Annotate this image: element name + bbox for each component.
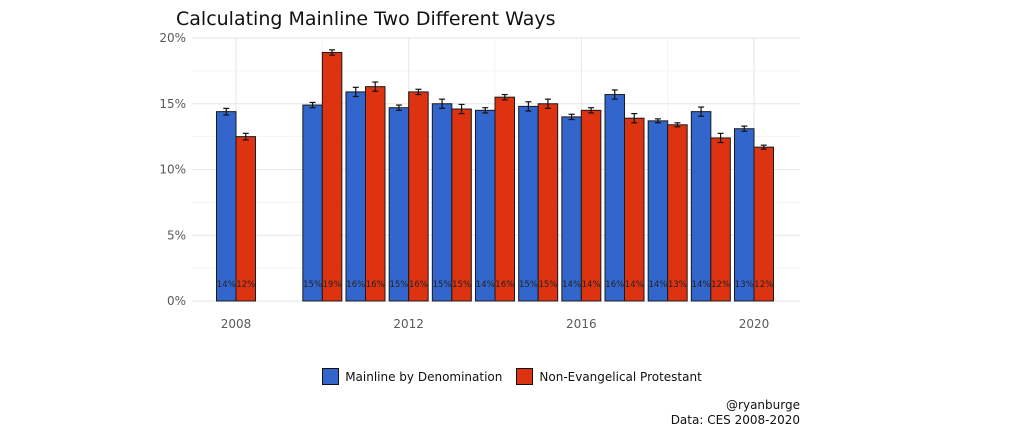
bar-non-evangelical <box>624 117 645 302</box>
legend-label-mainline: Mainline by Denomination <box>345 369 503 384</box>
bar-mainline <box>690 111 712 302</box>
bar-value-label: 15% <box>452 280 471 290</box>
bar-value-label: 13% <box>735 280 754 290</box>
legend-swatch-non-evangelical <box>516 368 534 385</box>
bar-value-label: 16% <box>366 280 385 290</box>
bar-mainline <box>518 105 539 302</box>
bar-mainline <box>604 94 625 302</box>
bar-mainline <box>475 109 496 302</box>
bar-value-label: 16% <box>605 280 624 290</box>
bar-non-evangelical <box>451 108 472 302</box>
chart-title: Calculating Mainline Two Different Ways <box>176 8 556 30</box>
bar-non-evangelical <box>753 146 774 302</box>
bar-mainline <box>734 128 755 302</box>
bar-non-evangelical <box>537 103 559 302</box>
bar-non-evangelical <box>580 109 602 302</box>
y-tick-label: 0% <box>167 294 186 308</box>
bar-non-evangelical <box>408 91 429 302</box>
caption-author: @ryanburge <box>726 398 800 412</box>
y-tick-label: 20% <box>159 31 186 45</box>
x-tick-label: 2020 <box>739 317 770 331</box>
bar-value-label: 14% <box>582 280 601 290</box>
bar-mainline <box>561 116 582 302</box>
legend-item-mainline: Mainline by Denomination <box>322 368 502 385</box>
bar-value-label: 19% <box>323 280 342 290</box>
x-tick-label: 2008 <box>221 317 252 331</box>
bar-value-label: 15% <box>538 280 557 290</box>
bar-non-evangelical <box>667 124 688 302</box>
bars: 14% 12% 15% 19% 16% 16% 15% 16% 15% 15% 14% 16% 15% 1… <box>216 49 774 302</box>
bar-value-label: 14% <box>217 280 236 290</box>
bar-value-label: 14% <box>648 280 667 290</box>
bar-non-evangelical <box>494 96 515 302</box>
legend-item-non-evangelical: Non-Evangelical Protestant <box>516 368 702 385</box>
bar-mainline <box>345 91 366 302</box>
legend-swatch-mainline <box>322 368 340 385</box>
bar-value-label: 16% <box>495 280 514 290</box>
bar-value-label: 13% <box>668 280 687 290</box>
bar-value-label: 15% <box>433 280 452 290</box>
bar-value-label: 16% <box>346 280 365 290</box>
bar-value-label: 15% <box>389 280 408 290</box>
bar-value-label: 12% <box>711 280 730 290</box>
bar-value-label: 14% <box>562 280 581 290</box>
bar-non-evangelical <box>235 136 256 302</box>
y-tick-label: 5% <box>167 228 186 242</box>
bar-value-label: 12% <box>236 280 255 290</box>
bar-value-label: 14% <box>476 280 495 290</box>
bar-mainline <box>647 120 669 302</box>
bar-value-label: 14% <box>692 280 711 290</box>
bar-value-label: 15% <box>519 280 538 290</box>
bar-mainline <box>302 104 323 302</box>
legend-label-non-evangelical: Non-Evangelical Protestant <box>539 369 702 384</box>
bar-non-evangelical <box>321 51 343 302</box>
bar-mainline <box>388 107 410 302</box>
bar-value-label: 15% <box>303 280 322 290</box>
caption-source: Data: CES 2008-2020 <box>670 413 800 427</box>
bar-non-evangelical <box>365 86 386 302</box>
bar-value-label: 14% <box>625 280 644 290</box>
bar-non-evangelical <box>710 137 731 302</box>
bar-mainline <box>431 103 453 302</box>
bar-value-label: 12% <box>754 280 773 290</box>
legend: Mainline by Denomination Non-Evangelical… <box>0 368 1024 385</box>
bar-value-label: 16% <box>409 280 428 290</box>
y-tick-label: 15% <box>159 97 186 111</box>
x-tick-label: 2016 <box>566 317 597 331</box>
axis-labels: 0% 5% 10% 15% 20% 2008 2012 2016 2020 <box>159 31 769 331</box>
bar-mainline <box>216 111 237 302</box>
y-tick-label: 10% <box>159 163 186 177</box>
x-tick-label: 2012 <box>393 317 424 331</box>
